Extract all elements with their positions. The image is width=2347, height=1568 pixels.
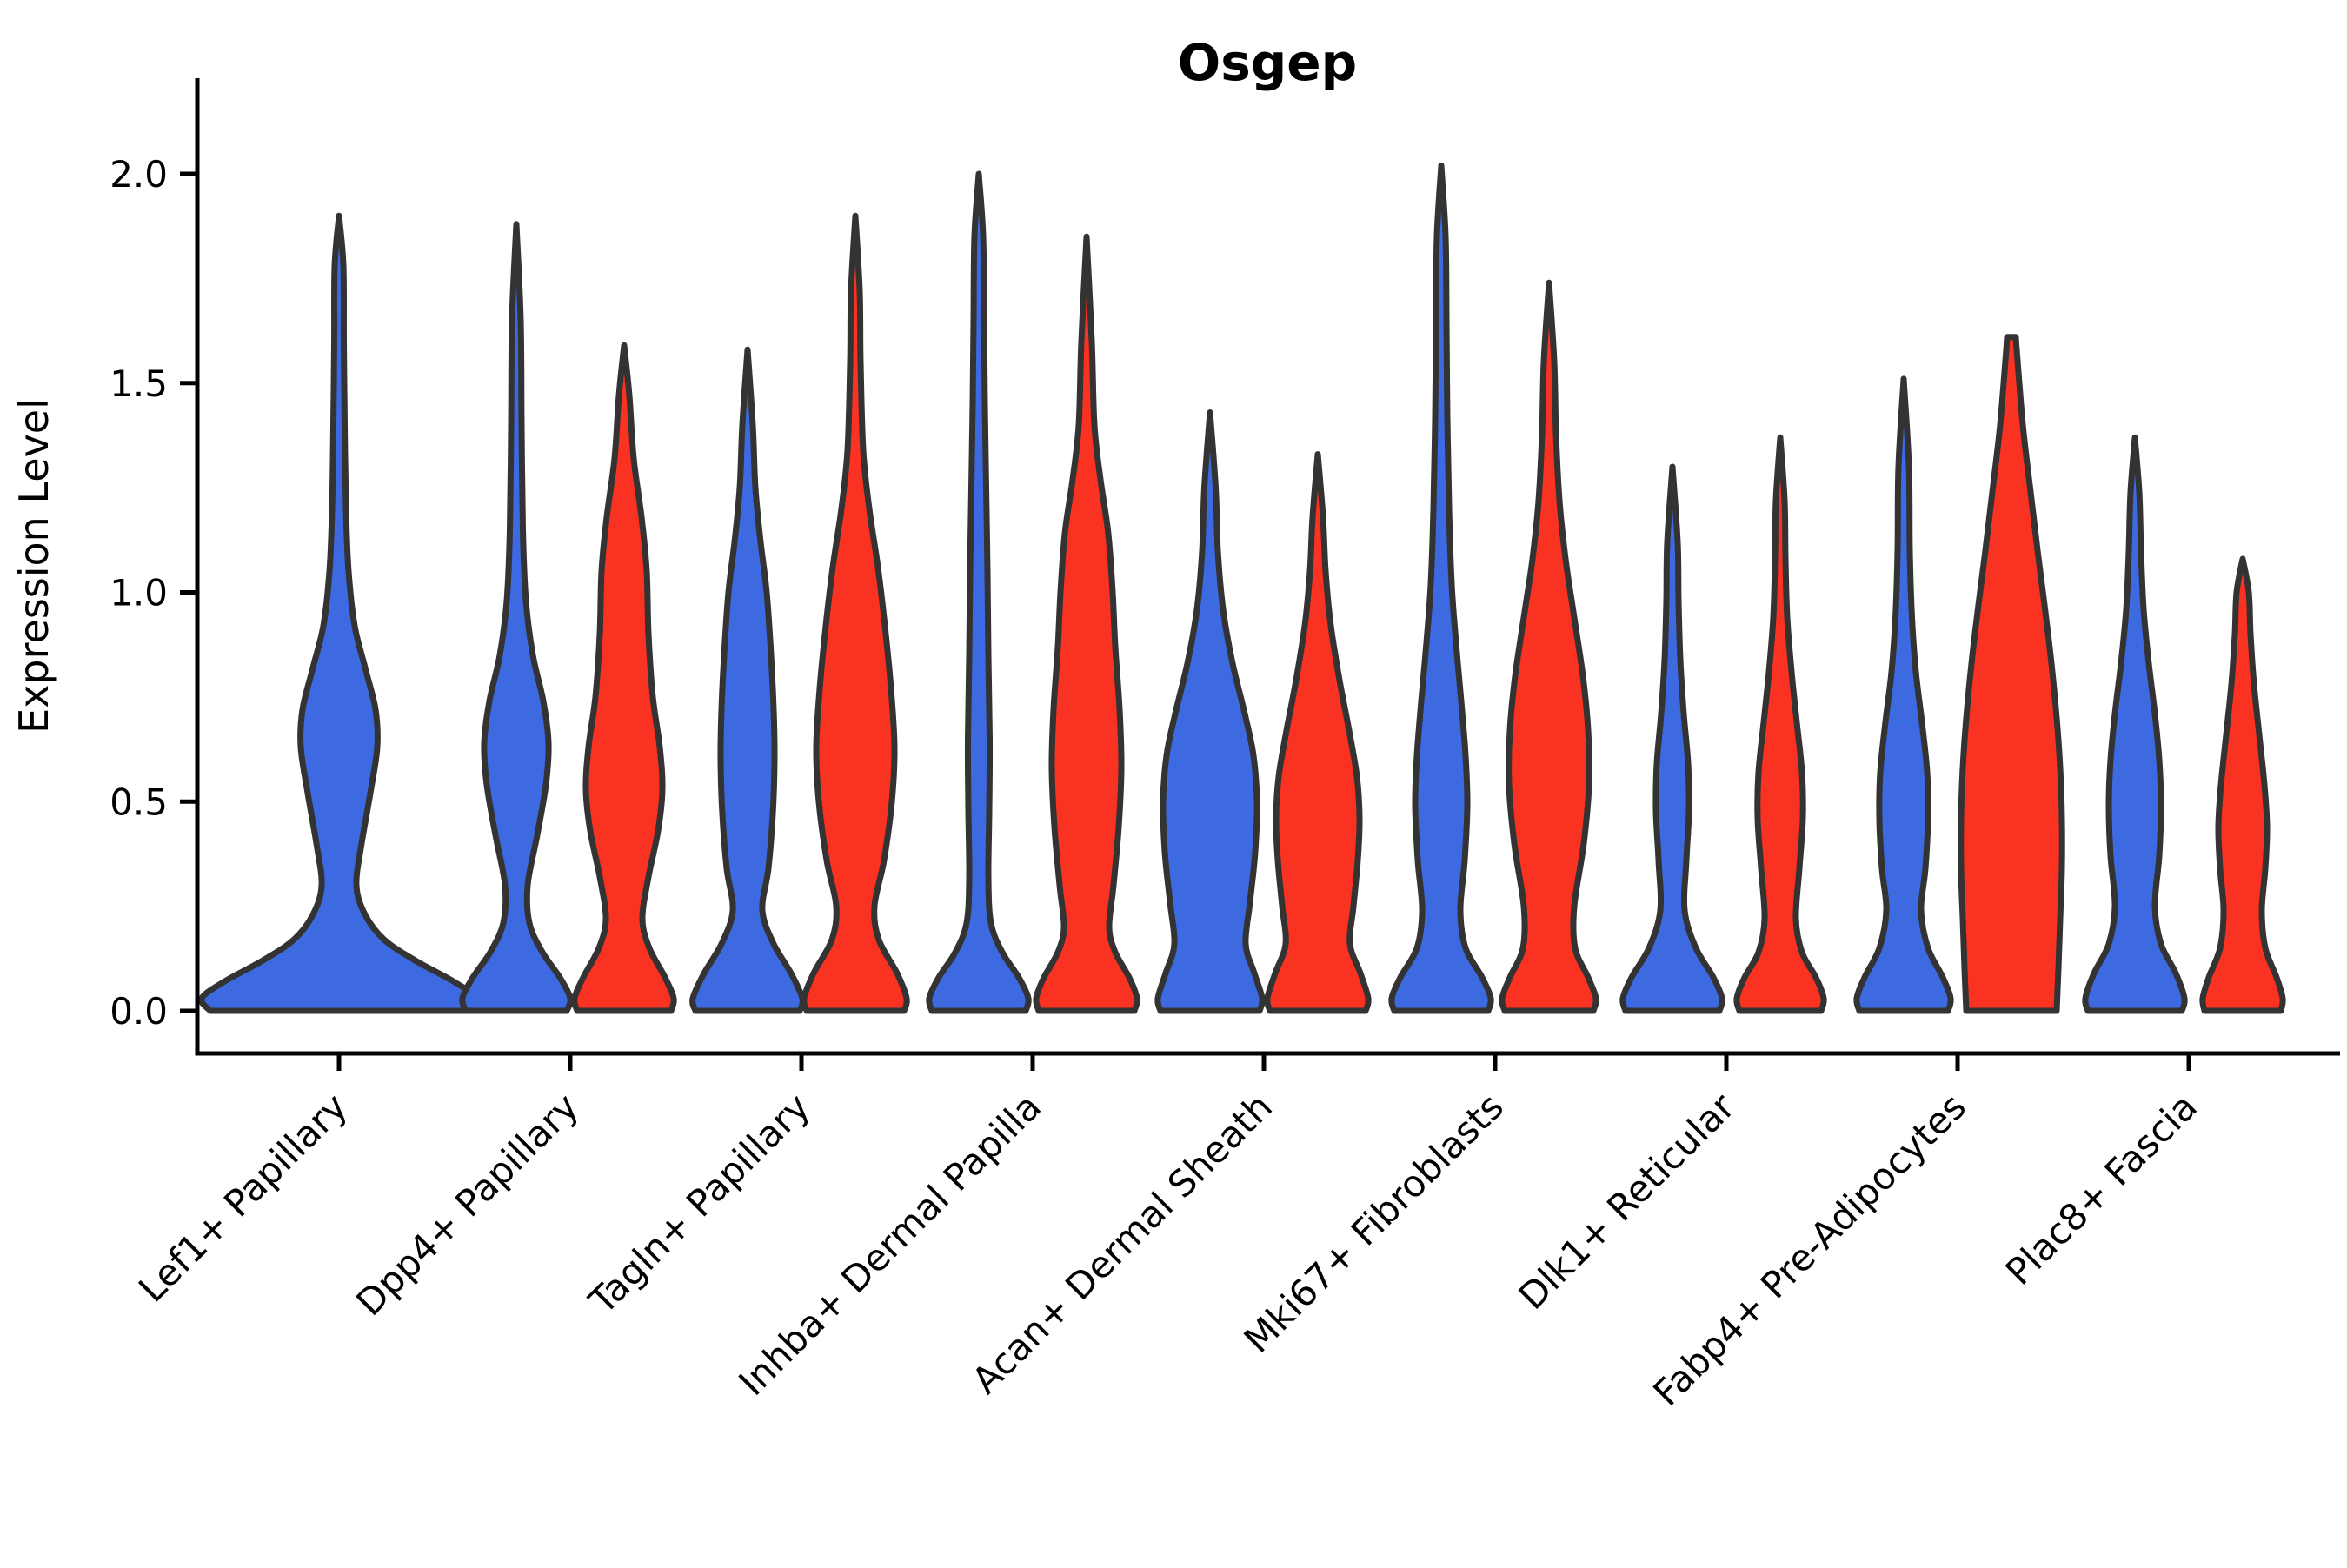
violin-group-red-cat4 (1264, 451, 1372, 1014)
violins-layer (198, 162, 2286, 1014)
x-tick-label: Tagln+ Papillary (581, 1085, 818, 1322)
y-axis-label: Expression Level (10, 398, 57, 734)
y-tick-label: 0.5 (110, 781, 168, 823)
violin-group-blue-cat8 (2082, 434, 2188, 1014)
violin-group-red-cat8 (2199, 555, 2286, 1014)
y-tick-label: 1.0 (110, 572, 168, 615)
x-tick-label: Lef1+ Papillary (130, 1085, 356, 1310)
x-tick-label: Dpp4+ Papillary (348, 1085, 587, 1324)
x-tick-label: Plac8+ Fascia (1998, 1085, 2205, 1292)
violin-group-red-cat6 (1733, 434, 1827, 1014)
violin-group-red-cat7 (1958, 334, 2065, 1014)
violin-group-red-cat2 (801, 212, 910, 1014)
violin-group-red-cat3 (1033, 233, 1140, 1014)
y-tick-label: 2.0 (110, 153, 168, 196)
violin-group-blue-cat0 (198, 212, 480, 1014)
x-tick-label: Mki67+ Fibroblasts (1236, 1085, 1512, 1360)
y-tick-label: 0.0 (110, 990, 168, 1033)
violin-group-blue-cat1 (459, 221, 574, 1014)
x-tick-label: Dlk1+ Reticular (1511, 1085, 1744, 1318)
violin-group-red-cat1 (571, 342, 677, 1014)
violin-group-blue-cat2 (689, 346, 806, 1014)
violin-group-blue-cat6 (1619, 463, 1725, 1014)
y-tick-label: 1.5 (110, 362, 168, 405)
violin-group-blue-cat4 (1154, 409, 1266, 1014)
violin-group-blue-cat3 (926, 170, 1032, 1014)
violin-group-blue-cat7 (1853, 375, 1954, 1014)
violin-group-red-cat5 (1499, 279, 1599, 1014)
chart-title: Osgep (1178, 33, 1357, 92)
violin-group-blue-cat5 (1388, 162, 1494, 1014)
